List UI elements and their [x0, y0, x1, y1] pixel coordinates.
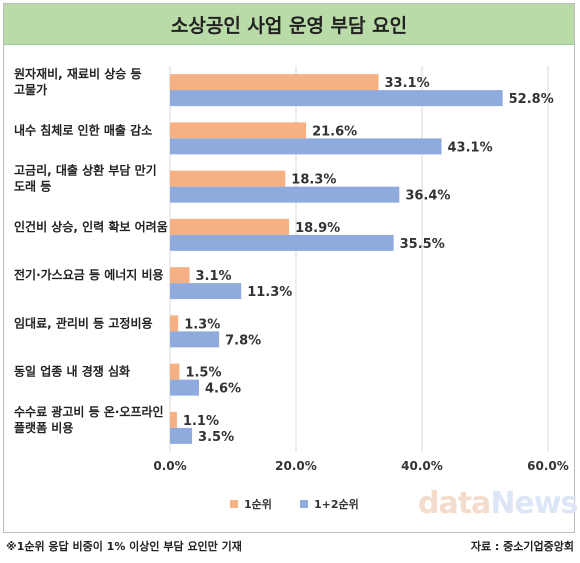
category-label: 플랫폼 비용	[14, 420, 73, 435]
bar-rank12	[170, 186, 400, 203]
data-label: 1.5%	[185, 366, 221, 381]
bar-rank1	[170, 363, 180, 380]
category-label: 고물가	[14, 82, 47, 97]
bar-rank12	[170, 331, 220, 348]
x-tick-label: 0.0%	[153, 459, 186, 473]
category-label: 임대료, 관리비 등 고정비용	[14, 315, 153, 330]
data-label: 21.6%	[312, 124, 357, 139]
legend-swatch	[230, 500, 238, 508]
category-label: 도래 등	[14, 179, 51, 194]
data-label: 11.3%	[247, 285, 292, 300]
bar-rank1	[170, 218, 290, 235]
bar-rank1	[170, 411, 177, 428]
x-tick-label: 20.0%	[275, 459, 317, 473]
data-label: 1.1%	[183, 414, 219, 429]
data-label: 3.5%	[198, 430, 234, 445]
chart-title: 소상공인 사업 운영 부담 요인	[4, 4, 574, 45]
watermark-logo: dataNews	[418, 486, 578, 521]
legend-label: 1+2순위	[314, 498, 359, 511]
bar-rank12	[170, 379, 199, 396]
data-label: 35.5%	[400, 237, 445, 252]
category-label: 전기·가스요금 등 에너지 비용	[14, 267, 164, 282]
legend-label: 1순위	[244, 498, 272, 511]
data-label: 43.1%	[448, 140, 493, 155]
category-label: 동일 업종 내 경쟁 심화	[14, 364, 130, 379]
data-label: 18.3%	[291, 173, 336, 188]
bar-rank1	[170, 170, 286, 187]
data-label: 33.1%	[385, 76, 430, 91]
bar-rank12	[170, 138, 442, 155]
category-label: 원자재비, 재료비 상승 등	[14, 66, 142, 81]
category-label: 내수 침체로 인한 매출 감소	[14, 122, 152, 137]
bar-rank1	[170, 74, 379, 91]
bar-rank12	[170, 90, 503, 107]
data-label: 1.3%	[184, 317, 220, 332]
data-label: 18.9%	[295, 221, 340, 236]
bar-rank12	[170, 283, 242, 300]
bar-rank12	[170, 234, 394, 251]
bar-rank1	[170, 267, 190, 284]
bar-rank1	[170, 122, 307, 139]
source-credit: 자료 : 중소기업중앙회	[470, 540, 574, 553]
data-label: 7.8%	[225, 333, 261, 348]
bar-rank1	[170, 315, 179, 332]
category-label: 인건비 상승, 인력 확보 어려움	[14, 219, 168, 234]
footnote: ※1순위 응답 비중이 1% 이상인 부담 요인만 기재	[6, 540, 242, 553]
data-label: 36.4%	[405, 189, 450, 204]
x-tick-label: 60.0%	[527, 459, 569, 473]
data-label: 4.6%	[205, 382, 241, 397]
legend-swatch	[300, 500, 308, 508]
x-tick-label: 40.0%	[401, 459, 443, 473]
data-label: 52.8%	[509, 92, 554, 107]
data-label: 3.1%	[196, 269, 232, 284]
bar-rank12	[170, 427, 193, 444]
category-label: 수수료 광고비 등 온·오프라인	[14, 404, 164, 419]
category-label: 고금리, 대출 상환 부담 만기	[14, 163, 157, 178]
